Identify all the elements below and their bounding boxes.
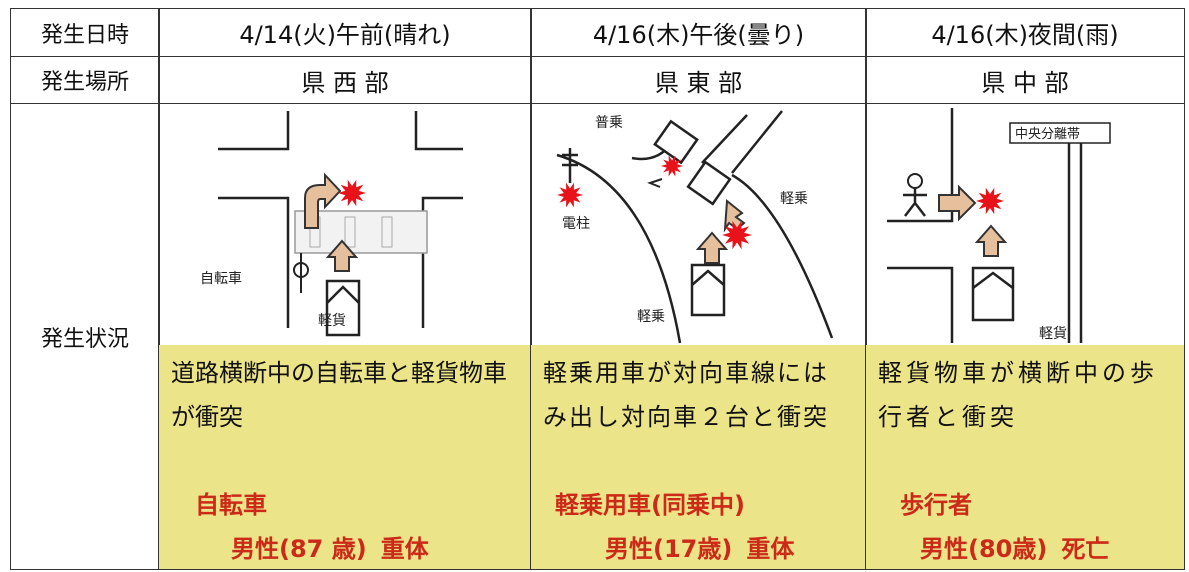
victim: 歩行者 [900, 491, 972, 519]
diagram: 中央分離帯 軽貨 [887, 108, 1111, 343]
datetime: 4/16(木)夜間(雨) [865, 8, 1185, 57]
row-label: 発生場所 [10, 56, 160, 104]
burst [661, 155, 683, 177]
location: 県 西 部 [158, 56, 532, 104]
diagram-label: 普乗 [595, 115, 623, 131]
outcome: 重体 [380, 535, 429, 563]
description: 軽乗用車が対向車線にはみ出し対向車２台と衝突 [543, 359, 829, 431]
row-label: 発生日時 [10, 8, 160, 57]
description-cell: 軽乗用車が対向車線にはみ出し対向車２台と衝突 軽乗用車(同乗中) 男性(17歳)… [530, 345, 867, 570]
location: 県 東 部 [530, 56, 867, 104]
description: 軽貨物車が横断中の歩行者と衝突 [878, 359, 1158, 431]
row-label: 発生状況 [10, 103, 160, 570]
description: 道路横断中の自転車と軽貨物車が衝突 [171, 359, 507, 431]
diagram-label: 自転車 [200, 270, 242, 287]
burst [338, 179, 366, 207]
person: 男性(87 歳) [231, 535, 367, 563]
burst [976, 187, 1004, 215]
datetime: 4/16(木)午後(曇り) [530, 8, 867, 57]
diagram-label: 軽貨 [318, 312, 346, 329]
victim: 軽乗用車(同乗中) [555, 491, 745, 519]
diagram-label: 中央分離帯 [1015, 127, 1080, 142]
description-cell: 道路横断中の自転車と軽貨物車が衝突 自転車 男性(87 歳) 重体 [158, 345, 532, 570]
diagram: 自転車 軽貨 [200, 111, 463, 337]
location: 県 中 部 [865, 56, 1185, 104]
victim: 自転車 [195, 491, 267, 519]
burst [557, 182, 583, 208]
diagram-label: 軽乗 [780, 191, 808, 207]
diagram-label: 軽乗 [637, 309, 665, 325]
burst [722, 220, 752, 250]
datetime: 4/14(火)午前(晴れ) [158, 8, 532, 57]
description-cell: 軽貨物車が横断中の歩行者と衝突 歩行者 男性(80歳) 死亡 [865, 345, 1185, 570]
person: 男性(17歳) [605, 535, 733, 563]
diagram: 普乗 電柱 軽乗 軽乗 [556, 110, 834, 344]
outcome: 死亡 [1061, 535, 1110, 563]
person: 男性(80歳) [920, 535, 1048, 563]
diagram-label: 軽貨 [1039, 325, 1067, 342]
outcome: 重体 [746, 535, 795, 563]
diagram-label: 電柱 [562, 216, 590, 232]
